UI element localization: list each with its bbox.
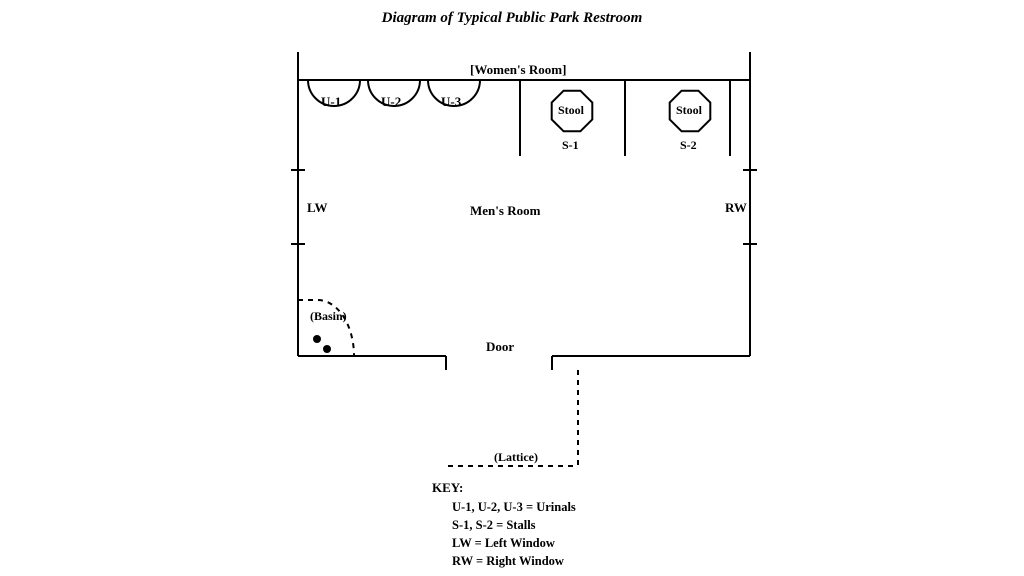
urinal-1-label: U-1 <box>321 94 341 110</box>
key-line-4: RW = Right Window <box>452 554 564 569</box>
key-heading: KEY: <box>432 480 463 496</box>
lattice-label: (Lattice) <box>494 450 538 465</box>
key-line-3: LW = Left Window <box>452 536 555 551</box>
urinal-2-label: U-2 <box>381 94 401 110</box>
floorplan-svg <box>0 0 1024 576</box>
right-window-label: RW <box>725 200 747 216</box>
left-window-label: LW <box>307 200 327 216</box>
key-line-2: S-1, S-2 = Stalls <box>452 518 536 533</box>
stool-1-id: S-1 <box>562 138 579 153</box>
mens-room-label: Men's Room <box>470 203 540 219</box>
basin-label: (Basin) <box>310 309 347 324</box>
stool-2-label: Stool <box>676 103 702 118</box>
stool-1-label: Stool <box>558 103 584 118</box>
womens-room-label: [Women's Room] <box>470 62 566 78</box>
door-label: Door <box>486 339 514 355</box>
stool-2-id: S-2 <box>680 138 697 153</box>
urinal-3-label: U-3 <box>441 94 461 110</box>
key-line-1: U-1, U-2, U-3 = Urinals <box>452 500 576 515</box>
